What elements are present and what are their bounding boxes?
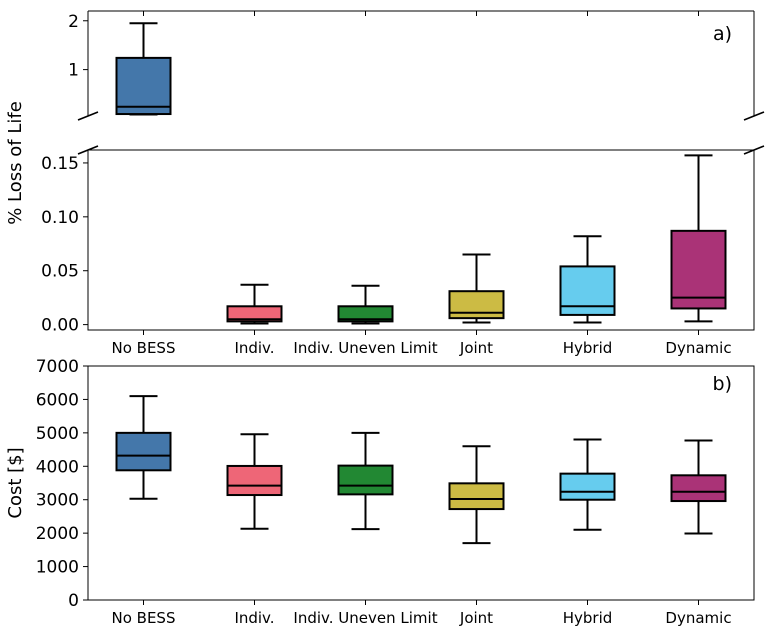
- y-tick-label: 0: [68, 591, 79, 611]
- a-category-label: Indiv. Uneven Limit: [293, 339, 437, 357]
- y-tick-label: 5000: [36, 424, 79, 444]
- axis-break-mark: [77, 145, 99, 155]
- y-tick-label: 3000: [36, 491, 79, 511]
- box-iqr: [559, 472, 616, 501]
- y-axis-label: Cost [$]: [5, 447, 26, 518]
- box-iqr: [559, 265, 616, 316]
- lower-plot-frame: [87, 149, 755, 331]
- y-tick-label: 2000: [36, 524, 79, 544]
- a-category-label: No BESS: [112, 339, 176, 357]
- panel-label: b): [713, 373, 732, 395]
- box-iqr: [226, 305, 283, 323]
- y-tick-label: 1: [68, 61, 79, 81]
- b-category-label: Joint: [459, 609, 493, 627]
- box-iqr: [226, 464, 283, 497]
- box-iqr: [670, 474, 727, 503]
- a-box-0: [115, 22, 172, 116]
- y-tick-label: 0.10: [41, 208, 79, 228]
- b-box-5: [670, 439, 727, 535]
- y-axis-label: % Loss of Life: [5, 101, 26, 225]
- a-box-5: [670, 154, 727, 323]
- a-category-label: Joint: [459, 339, 493, 357]
- b-category-label: Indiv. Uneven Limit: [293, 609, 437, 627]
- panel-b-cost: 0 1000 2000 3000 4000 5000 6000 7000 No BESS Indi…: [5, 357, 755, 627]
- b-box-3: [448, 445, 505, 545]
- b-category-label: Dynamic: [665, 609, 731, 627]
- y-tick-label: 2: [68, 12, 79, 32]
- box-iqr: [448, 482, 505, 511]
- y-tick-label: 7000: [36, 357, 79, 377]
- axis-break-mark: [743, 111, 765, 121]
- box-iqr: [337, 305, 394, 323]
- panel-label: a): [713, 23, 732, 45]
- a-box-3: [448, 253, 505, 324]
- box-iqr: [670, 229, 727, 310]
- a-box-4: [559, 235, 616, 324]
- y-tick-label: 4000: [36, 457, 79, 477]
- b-box-4: [559, 438, 616, 531]
- box-iqr: [115, 431, 172, 472]
- y-tick-label: 0.00: [41, 316, 79, 336]
- a-category-label: Hybrid: [563, 339, 613, 357]
- y-tick-label: 0.05: [41, 262, 79, 282]
- b-box-1: [226, 433, 283, 530]
- y-tick-label: 0.15: [41, 154, 79, 174]
- b-category-label: No BESS: [112, 609, 176, 627]
- axis-break-mark: [743, 145, 765, 155]
- panel-a-loss-of-life: 1 2 0.00 0.05 0.10 0.15 No BESS Indiv. Indiv. Un…: [5, 10, 765, 357]
- y-tick-label: 1000: [36, 558, 79, 578]
- b-box-0: [115, 395, 172, 500]
- axis-break-mark: [77, 111, 99, 121]
- a-box-1: [226, 283, 283, 325]
- a-category-label: Indiv.: [234, 339, 274, 357]
- plot-frame: [87, 365, 755, 601]
- b-category-label: Hybrid: [563, 609, 613, 627]
- b-category-label: Indiv.: [234, 609, 274, 627]
- box-iqr: [115, 56, 172, 116]
- a-box-2: [337, 284, 394, 325]
- box-iqr: [448, 290, 505, 320]
- box-iqr: [337, 464, 394, 496]
- b-box-2: [337, 431, 394, 531]
- y-tick-label: 6000: [36, 390, 79, 410]
- a-category-label: Dynamic: [665, 339, 731, 357]
